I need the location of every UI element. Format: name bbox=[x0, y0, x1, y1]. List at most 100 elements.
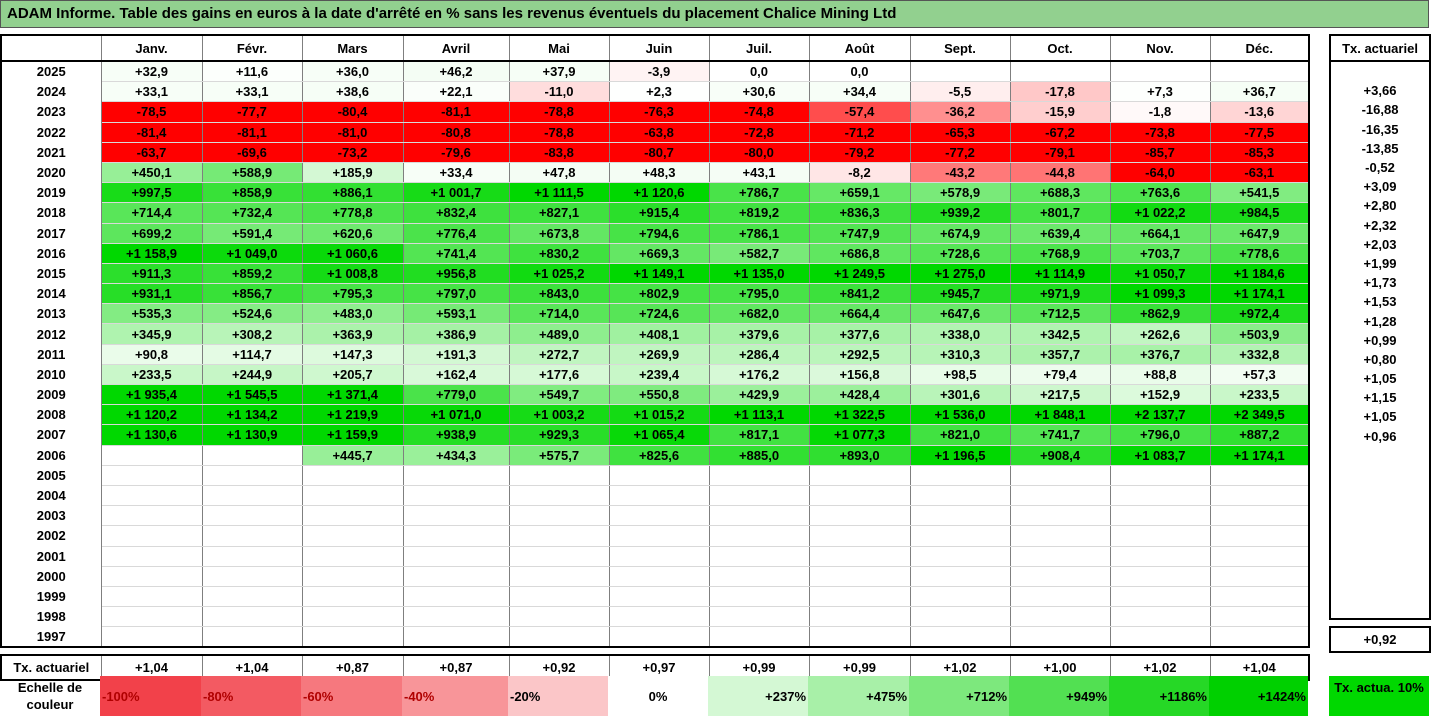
gain-cell: +38,6 bbox=[301, 81, 404, 103]
gain-cell: +1 174,1 bbox=[1209, 445, 1310, 466]
scale-swatch: 0% bbox=[608, 676, 708, 716]
gain-cell: +1 001,7 bbox=[402, 182, 510, 204]
gain-cell bbox=[1209, 505, 1310, 527]
gain-cell: +1 050,7 bbox=[1109, 263, 1211, 285]
gain-cell bbox=[402, 546, 510, 567]
gain-cell: +686,8 bbox=[808, 243, 911, 264]
tx-cell: +1,73 bbox=[1329, 273, 1431, 293]
gain-cell: +308,2 bbox=[201, 323, 303, 345]
gain-cell: +1 130,6 bbox=[100, 424, 203, 446]
gain-cell: +1 545,5 bbox=[201, 384, 303, 406]
gain-cell: +669,3 bbox=[608, 243, 710, 264]
gain-cell bbox=[201, 505, 303, 527]
gain-cell bbox=[201, 465, 303, 486]
gain-cell: +821,0 bbox=[909, 424, 1011, 446]
gain-cell: +647,9 bbox=[1209, 223, 1310, 244]
gain-cell: +886,1 bbox=[301, 182, 404, 204]
gain-cell: +345,9 bbox=[100, 323, 203, 345]
gain-cell bbox=[1209, 525, 1310, 547]
gain-cell bbox=[100, 626, 203, 649]
gain-cell bbox=[708, 525, 810, 547]
gain-cell: +887,2 bbox=[1209, 424, 1310, 446]
gain-cell: +272,7 bbox=[508, 344, 610, 365]
gain-cell bbox=[708, 485, 810, 507]
gain-cell: +1 275,0 bbox=[909, 263, 1011, 285]
gain-cell bbox=[508, 546, 610, 567]
gain-cell: -77,5 bbox=[1209, 122, 1310, 143]
gain-cell bbox=[1009, 465, 1111, 486]
gain-cell: +2,3 bbox=[608, 81, 710, 103]
gain-cell: +377,6 bbox=[808, 323, 911, 345]
gain-cell: -64,0 bbox=[1109, 162, 1211, 184]
gain-cell: +588,9 bbox=[201, 162, 303, 184]
gain-cell bbox=[1109, 525, 1211, 547]
gain-cell: +32,9 bbox=[100, 61, 203, 83]
gain-cell: -78,8 bbox=[508, 101, 610, 123]
table-row: 2020 +450,1 +588,9 +185,9 +33,4 +47,8 +48,3 +43… bbox=[0, 162, 1310, 184]
gain-cell bbox=[1009, 626, 1111, 649]
table-row: 2014 +931,1 +856,7 +795,3 +797,0 +843,0 +802,9… bbox=[0, 283, 1310, 305]
gain-cell: +856,7 bbox=[201, 283, 303, 305]
gain-cell: +659,1 bbox=[808, 182, 911, 204]
gain-cell: +114,7 bbox=[201, 344, 303, 365]
gain-cell bbox=[909, 546, 1011, 567]
tx-cell: -13,85 bbox=[1329, 138, 1431, 158]
gain-cell: +956,8 bbox=[402, 263, 510, 285]
gain-cell: +945,7 bbox=[909, 283, 1011, 305]
gain-cell bbox=[1109, 61, 1211, 83]
table-row: 2003 bbox=[0, 505, 1310, 527]
scale-swatch: -80% bbox=[201, 676, 301, 716]
row-year: 2007 bbox=[0, 424, 102, 446]
gain-cell bbox=[508, 505, 610, 527]
gain-cell: +489,0 bbox=[508, 323, 610, 345]
gain-cell: +36,0 bbox=[301, 61, 404, 83]
row-year: 2016 bbox=[0, 243, 102, 264]
gain-cell: +36,7 bbox=[1209, 81, 1310, 103]
gain-cell bbox=[808, 626, 911, 649]
gain-cell: +233,5 bbox=[1209, 384, 1310, 406]
gain-cell: +429,9 bbox=[708, 384, 810, 406]
column-header: Sept. bbox=[909, 34, 1011, 62]
gain-cell bbox=[909, 606, 1011, 628]
tx-cell: +2,03 bbox=[1329, 234, 1431, 254]
tx-cell bbox=[1329, 541, 1431, 561]
gain-cell: +885,0 bbox=[708, 445, 810, 466]
gain-cell: +768,9 bbox=[1009, 243, 1111, 264]
gain-cell bbox=[402, 485, 510, 507]
gain-cell: +1 322,5 bbox=[808, 404, 911, 426]
gain-cell: -63,1 bbox=[1209, 162, 1310, 184]
gain-cell: +972,4 bbox=[1209, 303, 1310, 325]
gain-cell: +1 113,1 bbox=[708, 404, 810, 426]
gain-cell: +827,1 bbox=[508, 202, 610, 224]
tx-cell bbox=[1329, 503, 1431, 523]
table-row: 2012 +345,9 +308,2 +363,9 +386,9 +489,0 +408,1… bbox=[0, 323, 1310, 345]
gain-cell: +931,1 bbox=[100, 283, 203, 305]
gain-cell: -73,8 bbox=[1109, 122, 1211, 143]
gain-cell bbox=[909, 586, 1011, 608]
gain-cell: +1 159,9 bbox=[301, 424, 404, 446]
gain-cell: +379,6 bbox=[708, 323, 810, 345]
gain-cell bbox=[100, 566, 203, 587]
gain-cell: +310,3 bbox=[909, 344, 1011, 365]
gain-cell: +503,9 bbox=[1209, 323, 1310, 345]
tx-cell: +2,32 bbox=[1329, 215, 1431, 235]
gain-cell bbox=[301, 525, 404, 547]
header-corner bbox=[0, 34, 102, 62]
scale-swatch: +237% bbox=[708, 676, 808, 716]
gain-cell: +1 120,6 bbox=[608, 182, 710, 204]
row-year: 2018 bbox=[0, 202, 102, 223]
gain-cell: +915,4 bbox=[608, 202, 710, 224]
gain-cell: +33,1 bbox=[100, 81, 203, 103]
gain-cell: +357,7 bbox=[1009, 344, 1111, 365]
gain-cell: -85,7 bbox=[1109, 142, 1211, 163]
column-header: Nov. bbox=[1109, 34, 1211, 62]
gain-cell: +1 049,0 bbox=[201, 243, 303, 264]
column-header: Oct. bbox=[1009, 34, 1111, 62]
gain-cell: +893,0 bbox=[808, 445, 911, 466]
gain-cell bbox=[1109, 566, 1211, 587]
gain-cell: +1 120,2 bbox=[100, 404, 203, 426]
gain-cell: +1 130,9 bbox=[201, 424, 303, 446]
gain-cell: +939,2 bbox=[909, 202, 1011, 224]
tx-cell: +0,99 bbox=[1329, 330, 1431, 350]
gain-cell: +664,4 bbox=[808, 303, 911, 325]
